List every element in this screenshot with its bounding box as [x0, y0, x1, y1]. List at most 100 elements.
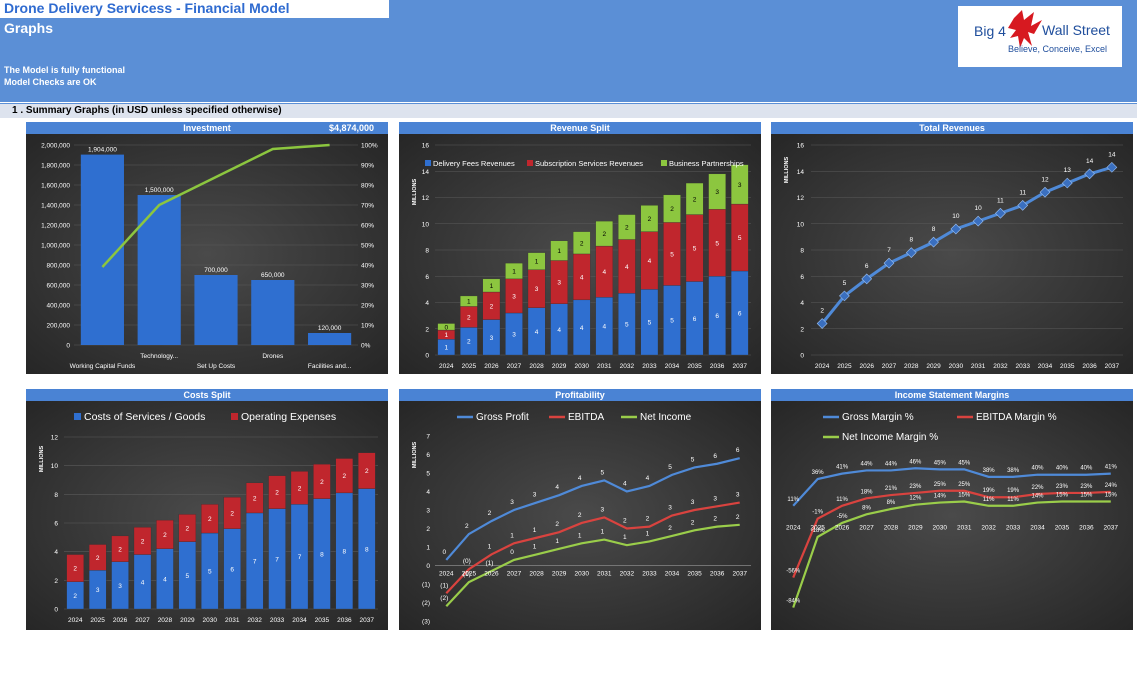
total-revenues-point [1017, 200, 1029, 211]
profitability-y-tick: (3) [422, 619, 430, 626]
margins-point-label: -18% [811, 528, 826, 534]
profitability-point-label: 1 [578, 532, 582, 539]
profitability-x-tick: 2025 [462, 571, 477, 578]
page-subtitle: Graphs [4, 20, 54, 36]
revenue-split-bar-label: 2 [625, 225, 629, 232]
revenue-split-title: Revenue Split [550, 123, 610, 133]
total-revenues-y-tick: 6 [800, 274, 804, 281]
total-revenues-point-label: 14 [1086, 158, 1094, 165]
costs-split-bar-label: 4 [163, 576, 167, 583]
revenue-split-bar-segment [572, 231, 591, 255]
margins-svg: 11% 36% 41% 44% 44% 46% 45% 45% 38% 38% 40% 40% 40% 4… [786, 412, 1119, 608]
investment-chart-panel: Investment $4,874,000 0 200,000 400,000 600… [26, 122, 388, 374]
margins-point-label: 25% [934, 482, 947, 488]
total-revenues-y-tick: 4 [800, 300, 804, 307]
investment-chart-svg: 0 200,000 400,000 600,000 800,000 1,000,000 1,… [41, 143, 378, 371]
revenue-split-svg: 0246810121416MILLIONS1102213213314314314… [412, 143, 751, 370]
investment-bar-label: 700,000 [204, 267, 228, 274]
costs-split-bar-segment [111, 535, 129, 562]
costs-split-y-axis-label: MILLIONS [39, 446, 45, 473]
profitability-point-label: 1 [600, 529, 604, 536]
eagle-logo-icon [1008, 10, 1042, 48]
profitability-point-label: 1 [623, 534, 627, 541]
margins-panel: Income Statement Margins 11% 36% 41% 44% 44%… [771, 389, 1133, 630]
margins-x-tick: 2033 [1006, 525, 1021, 532]
margins-x-tick: 2027 [859, 525, 874, 532]
investment-pct-y-tick: 80% [361, 183, 374, 190]
costs-split-x-tick: 2034 [292, 617, 307, 624]
costs-split-bar-segment [313, 464, 331, 499]
revenue-split-bar-label: 2 [670, 206, 674, 213]
total-revenues-title: Total Revenues [919, 123, 985, 133]
profitability-point-label: (0) [463, 558, 471, 565]
total-revenues-x-tick: 2028 [904, 363, 919, 370]
costs-split-x-tick: 2037 [360, 617, 375, 624]
margins-point-label: 38% [1007, 468, 1020, 474]
margins-x-tick: 2024 [786, 525, 801, 532]
total-revenues-point-label: 6 [865, 263, 869, 270]
revenue-split-bar-label: 5 [670, 318, 674, 325]
profitability-point-label: (1) [485, 560, 493, 567]
company-logo[interactable]: Big 4 Wall Street Believe, Conceive, Exc… [958, 6, 1122, 67]
costs-split-bar-segment [133, 527, 152, 555]
total-revenues-point [816, 318, 828, 329]
costs-split-bar-label: 2 [96, 555, 100, 562]
revenue-split-x-tick: 2035 [687, 363, 702, 370]
revenue-split-bar-label: 5 [648, 320, 652, 327]
margins-title: Income Statement Margins [894, 390, 1010, 400]
margins-point-label: 15% [958, 493, 971, 499]
revenue-split-bar-segment [482, 278, 501, 293]
revenue-split-bar-label: 3 [512, 293, 516, 300]
profitability-svg: (3) (2) (1) 0 1 2 3 4 5 6 7 MILLIONS 0 2 2 3 3 4 4 5 4 4 5 5 6 6 (… [412, 412, 751, 626]
margins-legend-label: EBITDA Margin % [976, 412, 1057, 423]
revenue-split-y-axis-label: MILLIONS [412, 179, 418, 206]
costs-split-x-tick: 2029 [180, 617, 195, 624]
costs-split-bar-label: 2 [365, 468, 369, 475]
margins-legend-label: Net Income Margin % [842, 432, 938, 443]
profitability-point-label: 1 [533, 543, 537, 550]
investment-bar [137, 195, 181, 345]
revenue-split-bar-label: 1 [557, 248, 561, 255]
profitability-point-label: 2 [488, 510, 492, 517]
costs-split-y-tick: 8 [54, 492, 58, 499]
margins-x-tick: 2037 [1104, 525, 1119, 532]
revenue-split-bar-label: 2 [580, 240, 584, 247]
costs-split-bar-label: 2 [163, 532, 167, 539]
profitability-y-tick: 2 [426, 526, 430, 533]
revenue-split-bar-segment [663, 194, 681, 223]
profitability-point-label: 2 [465, 523, 469, 530]
profitability-point-label: 2 [623, 518, 627, 525]
margins-x-tick: 2031 [957, 525, 972, 532]
costs-split-x-tick: 2032 [247, 617, 262, 624]
profitability-line [445, 501, 740, 595]
total-revenues-point-label: 2 [820, 308, 824, 315]
revenue-split-bar-label: 1 [467, 299, 471, 306]
margins-point-label: 40% [1056, 466, 1069, 472]
revenue-split-bar-segment [460, 295, 478, 307]
margins-point-label: -5% [837, 514, 848, 520]
costs-split-y-tick: 10 [51, 463, 59, 470]
total-revenues-point-label: 7 [887, 247, 891, 254]
investment-x-tick: Technology... [140, 353, 178, 360]
revenue-split-x-tick: 2024 [439, 363, 454, 370]
investment-chart-title-bar: Investment $4,874,000 [26, 122, 388, 134]
profitability-title-bar: Profitability [399, 389, 761, 401]
margins-x-tick: 2032 [981, 525, 996, 532]
profitability-x-tick: 2029 [552, 571, 567, 578]
profitability-y-tick: 1 [426, 545, 430, 552]
revenue-split-y-tick: 14 [422, 169, 430, 176]
revenue-split-bar-label: 4 [648, 258, 652, 265]
revenue-split-title-bar: Revenue Split [399, 122, 761, 134]
costs-split-bar-label: 2 [253, 495, 257, 502]
margins-point-label: 11% [836, 497, 848, 503]
profitability-x-tick: 2024 [439, 571, 454, 578]
total-revenues-x-tick: 2029 [926, 363, 941, 370]
total-revenues-y-axis-label: MILLIONS [784, 157, 790, 184]
margins-point-label: -1% [812, 510, 823, 516]
investment-y-tick: 1,200,000 [41, 223, 70, 230]
investment-cumulative-line [101, 143, 330, 268]
profitability-y-tick: 6 [426, 452, 430, 459]
total-revenues-y-tick: 8 [800, 248, 804, 255]
revenue-split-y-tick: 12 [422, 195, 430, 202]
revenue-split-bar-label: 3 [535, 286, 539, 293]
